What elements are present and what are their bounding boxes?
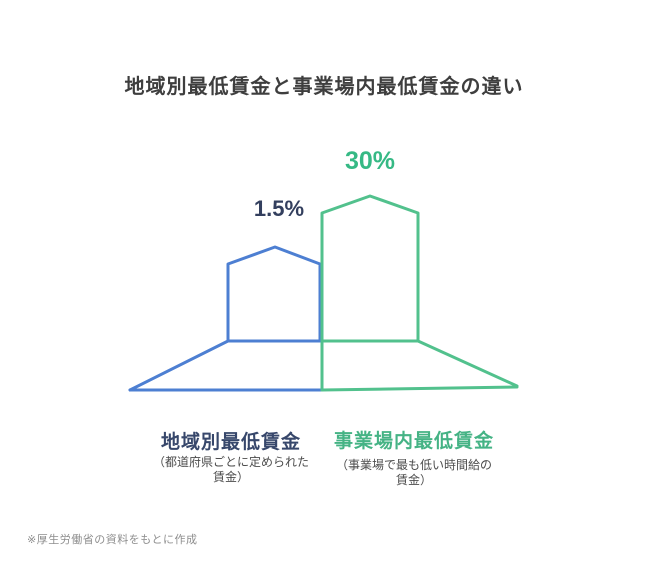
series-line [128,339,322,392]
series-line [320,385,519,392]
green-peak-value-label: 30% [344,147,396,175]
left-series-caption: （都道府県ごとに定められた 賃金） [131,455,331,485]
right-caption-line1: （事業場で最も低い時間給の [335,458,492,472]
right-series-label: 事業場内最低賃金 [333,431,494,452]
chart-title: 地域別最低賃金と事業場内最低賃金の違い [124,76,524,98]
left-caption-line2: 賃金） [212,470,249,484]
right-series-caption: （事業場で最も低い時間給の 賃金） [314,458,514,488]
blue-peak-value-label: 1.5% [253,196,305,221]
series-line [226,245,322,343]
left-caption-line1: （都道府県ごとに定められた [152,455,309,469]
series-line [320,194,420,392]
series-line [320,339,519,388]
left-series-label: 地域別最低賃金 [160,432,301,453]
source-note: ※厚生労働省の資料をもとに作成 [27,534,198,546]
right-caption-line2: 賃金） [395,473,432,487]
